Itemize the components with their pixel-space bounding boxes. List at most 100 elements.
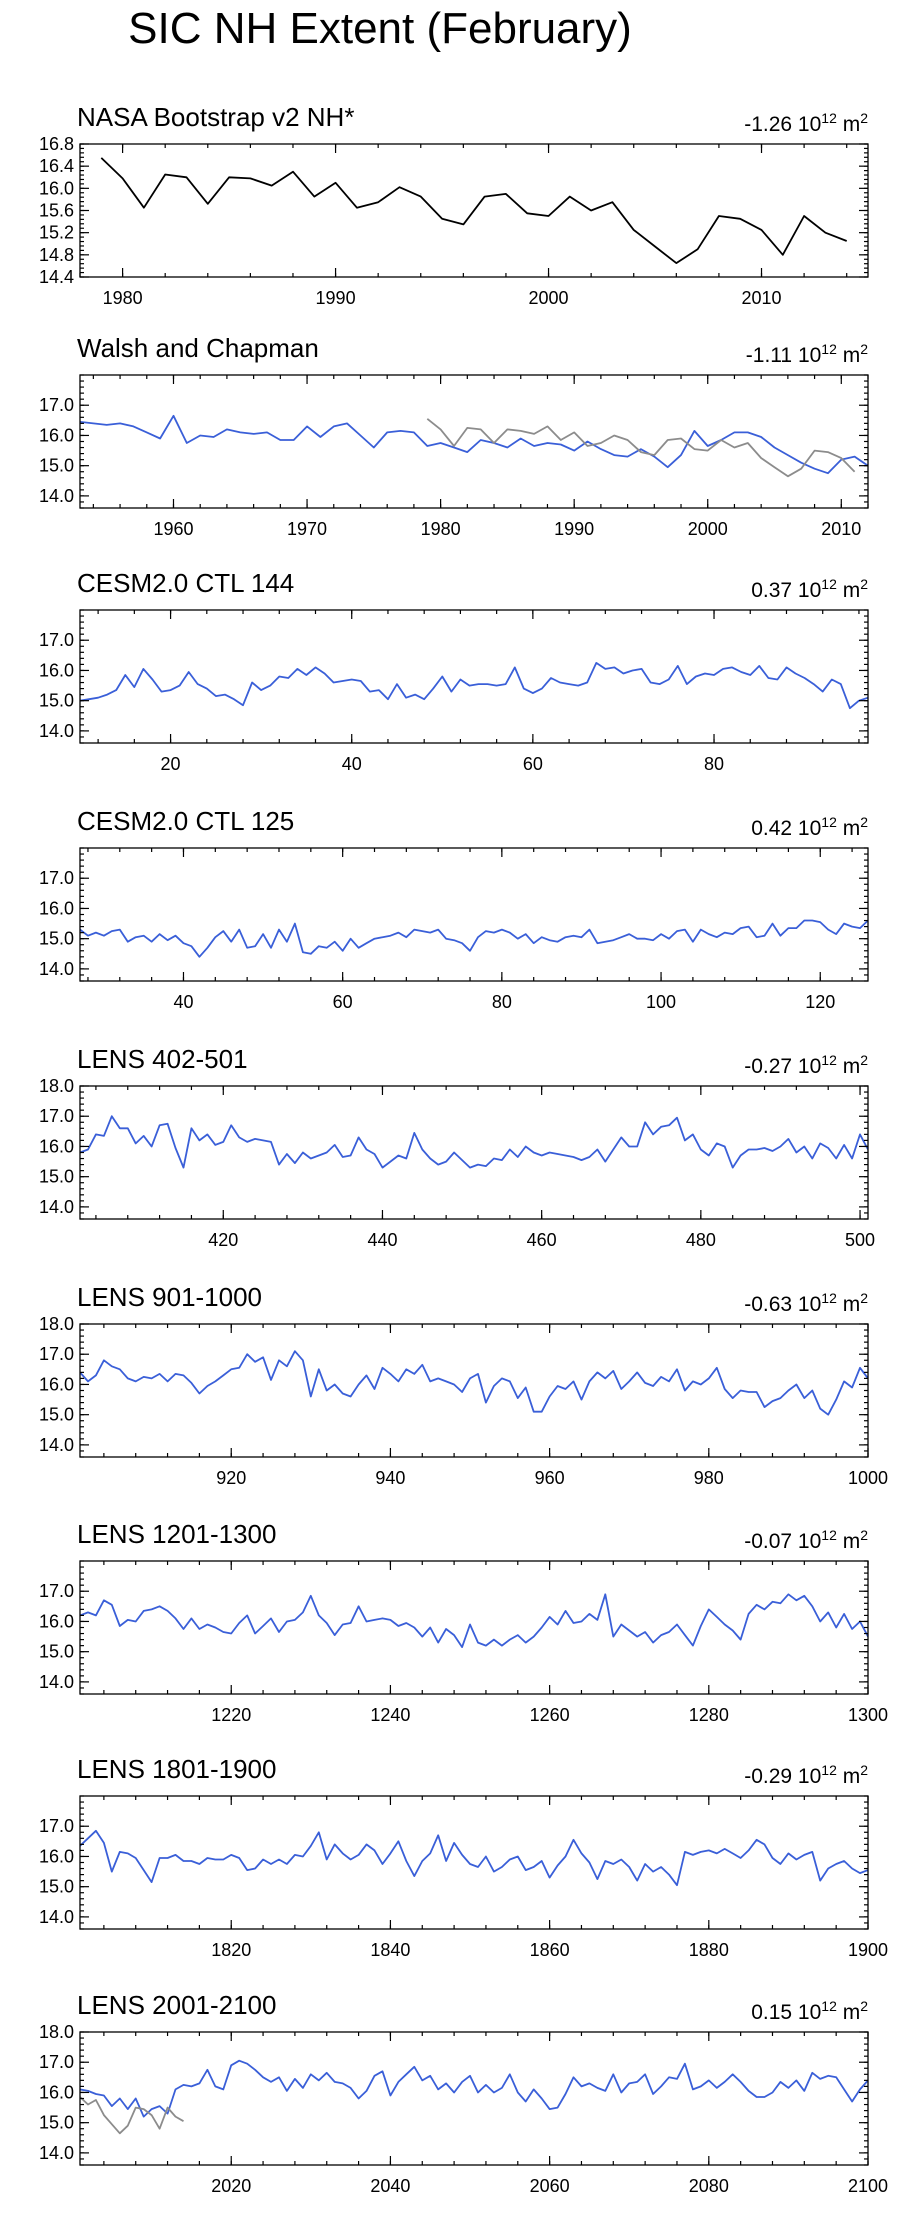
chart-panel-6: LENS 901-1000 -0.63 1012 m2 14.0 15.0 16.0 17…: [39, 1282, 888, 1488]
y-tick-label: 14.0: [39, 2143, 74, 2163]
y-tick-label: 16.0: [39, 1136, 74, 1156]
y-tick-label: 15.6: [39, 201, 74, 221]
chart-panel-9: LENS 2001-2100 0.15 1012 m2 14.0 15.0 16.0 17…: [39, 1990, 888, 2196]
y-tick-label: 16.0: [39, 1846, 74, 1866]
panel-title: LENS 402-501: [77, 1044, 248, 1074]
x-tick-label: 2010: [821, 519, 861, 539]
trend-value: 0.42 10: [751, 817, 821, 840]
trend-unit-exponent: 2: [860, 1762, 868, 1778]
x-tick-label: 940: [375, 1468, 405, 1488]
series-line-1: [80, 919, 868, 958]
x-tick-label: 1300: [848, 1705, 888, 1725]
x-tick-label: 440: [367, 1230, 397, 1250]
chart-panel-4: CESM2.0 CTL 125 0.42 1012 m2 14.0 15.0 16.0 1…: [39, 806, 869, 1012]
y-tick-label: 15.2: [39, 223, 74, 243]
x-tick-label: 980: [694, 1468, 724, 1488]
panel-title: LENS 2001-2100: [77, 1990, 276, 2020]
trend-exponent: 12: [821, 1998, 837, 2014]
panel-title: CESM2.0 CTL 125: [77, 806, 294, 836]
series-line-2: [426, 418, 856, 478]
y-tick-label: 16.0: [39, 178, 74, 198]
trend-exponent: 12: [821, 576, 837, 592]
trend-label: -0.07 1012 m2: [744, 1527, 868, 1553]
trend-unit-exponent: 2: [860, 1527, 868, 1543]
figure-title: SIC NH Extent (February): [128, 4, 632, 53]
trend-label: -1.26 1012 m2: [744, 110, 868, 136]
x-tick-label: 1860: [530, 1940, 570, 1960]
y-tick-label: 18.0: [39, 1314, 74, 1334]
y-tick-label: 17.0: [39, 2052, 74, 2072]
series-line-1: [80, 1115, 868, 1169]
x-tick-label: 20: [161, 754, 181, 774]
y-tick-label: 14.0: [39, 1907, 74, 1927]
series-line-1: [100, 157, 848, 265]
x-tick-label: 40: [342, 754, 362, 774]
x-tick-label: 1970: [287, 519, 327, 539]
series-line-1: [80, 1350, 868, 1416]
x-tick-label: 1980: [103, 288, 143, 308]
x-tick-label: 1220: [211, 1705, 251, 1725]
trend-label: -0.27 1012 m2: [744, 1052, 868, 1078]
y-tick-label: 15.0: [39, 1877, 74, 1897]
trend-exponent: 12: [821, 1527, 837, 1543]
x-tick-label: 2020: [211, 2176, 251, 2196]
y-tick-label: 16.0: [39, 425, 74, 445]
series-line-1: [80, 1593, 868, 1648]
trend-label: -1.11 1012 m2: [746, 341, 868, 367]
y-tick-label: 16.0: [39, 1374, 74, 1394]
trend-value: -0.29 10: [744, 1765, 821, 1788]
y-tick-label: 17.0: [39, 1581, 74, 1601]
y-tick-label: 15.0: [39, 1405, 74, 1425]
trend-label: -0.63 1012 m2: [744, 1290, 868, 1316]
plot-frame: [79, 847, 869, 982]
y-tick-label: 14.0: [39, 1435, 74, 1455]
trend-exponent: 12: [821, 1052, 837, 1068]
series-line-1: [80, 1829, 868, 1887]
y-tick-label: 14.0: [39, 721, 74, 741]
trend-value: 0.37 10: [751, 579, 821, 602]
trend-exponent: 12: [821, 1290, 837, 1306]
chart-panels: NASA Bootstrap v2 NH* -1.26 1012 m214.414…: [39, 102, 888, 2196]
y-tick-label: 18.0: [39, 2022, 74, 2042]
x-tick-label: 1260: [530, 1705, 570, 1725]
plot-frame: [79, 2031, 869, 2166]
series-line-1: [80, 414, 868, 475]
trend-unit-exponent: 2: [860, 341, 868, 357]
panel-title: Walsh and Chapman: [77, 333, 319, 363]
plot-frame: [79, 1085, 869, 1220]
x-tick-label: 1840: [370, 1940, 410, 1960]
series-line-2: [80, 2096, 184, 2135]
x-tick-label: 60: [333, 992, 353, 1012]
y-tick-label: 17.0: [39, 1816, 74, 1836]
y-tick-label: 16.0: [39, 660, 74, 680]
x-tick-label: 2060: [530, 2176, 570, 2196]
trend-value: -0.07 10: [744, 1530, 821, 1553]
y-tick-label: 17.0: [39, 630, 74, 650]
y-tick-label: 18.0: [39, 1076, 74, 1096]
plot-frame: [79, 374, 869, 509]
y-tick-label: 14.0: [39, 959, 74, 979]
x-tick-label: 2040: [370, 2176, 410, 2196]
trend-exponent: 12: [821, 341, 837, 357]
y-tick-label: 15.0: [39, 1642, 74, 1662]
x-tick-label: 120: [805, 992, 835, 1012]
x-tick-label: 2000: [529, 288, 569, 308]
panel-title: LENS 1801-1900: [77, 1754, 276, 1784]
trend-value: -0.27 10: [744, 1055, 821, 1078]
y-tick-label: 17.0: [39, 868, 74, 888]
trend-value: -1.11 10: [746, 344, 822, 367]
trend-unit: m: [837, 1765, 860, 1788]
x-tick-label: 1990: [316, 288, 356, 308]
x-tick-label: 1960: [153, 519, 193, 539]
x-tick-label: 80: [492, 992, 512, 1012]
x-tick-label: 420: [208, 1230, 238, 1250]
x-tick-label: 60: [523, 754, 543, 774]
trend-unit: m: [837, 2001, 860, 2024]
trend-exponent: 12: [821, 814, 837, 830]
x-tick-label: 2080: [689, 2176, 729, 2196]
x-tick-label: 1000: [848, 1468, 888, 1488]
chart-panel-5: LENS 402-501 -0.27 1012 m2 14.0 15.0 16.0 17.…: [39, 1044, 875, 1250]
x-tick-label: 1280: [689, 1705, 729, 1725]
trend-unit-exponent: 2: [860, 814, 868, 830]
y-tick-label: 14.8: [39, 245, 74, 265]
